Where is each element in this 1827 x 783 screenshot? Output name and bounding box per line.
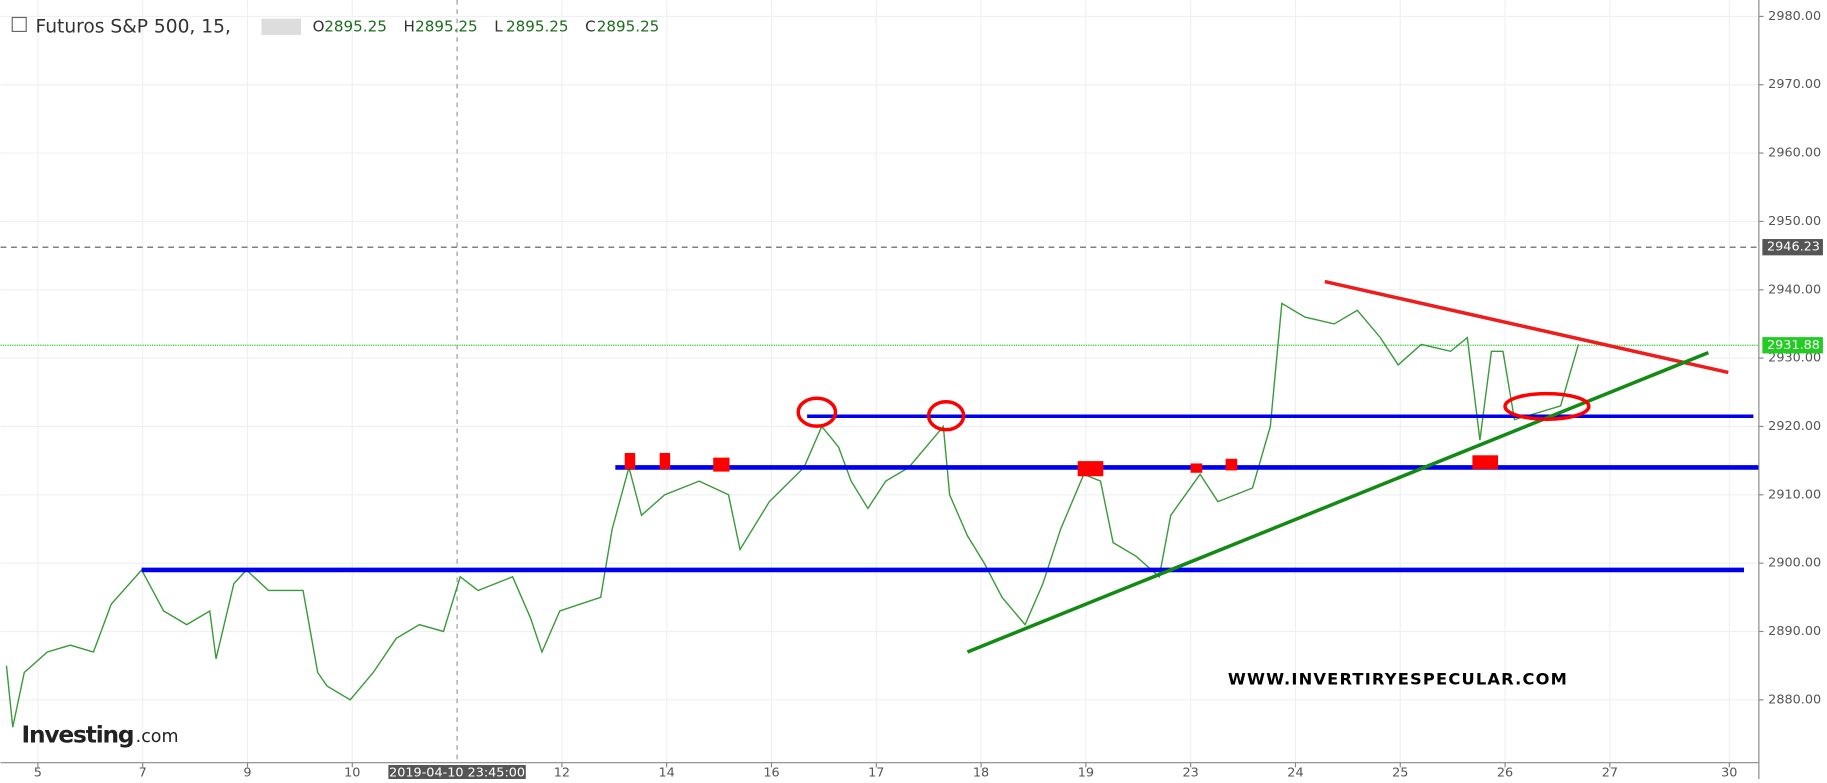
x-tick-label: 27 [1602,766,1618,779]
logo: Investing [22,721,134,748]
crosshair-label-box [388,765,526,782]
y-tick-label: 2940.00 [1768,282,1821,297]
price-label-box [1762,239,1823,256]
price-label: 2931.88 [1767,338,1820,353]
x-tick-label: 23 [1183,766,1199,779]
ohlc-key: H [403,17,414,35]
x-tick-label: 10 [344,766,360,779]
y-tick-label: 2950.00 [1768,214,1821,229]
y-tick-label: 2970.00 [1768,77,1821,92]
watermark: WWW.INVERTIRYESPECULAR.COM [1228,670,1568,689]
y-tick-label: 2960.00 [1768,146,1821,161]
x-tick-label: 17 [868,766,884,779]
x-tick-label: 30 [1721,766,1737,779]
crosshair-label: 2019-04-10 23:45:00 [389,766,525,779]
y-tick-label: 2910.00 [1768,487,1821,502]
x-tick-label: 5 [34,766,42,779]
y-tick-label: 2920.00 [1768,419,1821,434]
y-tick-label: 2930.00 [1768,351,1821,366]
x-tick-label: 19 [1078,766,1094,779]
price-label: 2946.23 [1767,240,1820,255]
trendline [1324,279,1729,375]
annotations [624,391,1591,477]
y-tick-label: 2900.00 [1768,556,1821,571]
chart-title: Futuros S&P 500, 15, [36,16,231,37]
x-tick-label: 18 [973,766,989,779]
ohlc-key: L [494,17,503,35]
x-tick-label: 7 [139,766,147,779]
x-tick-label: 9 [243,766,251,779]
ohlc-value: 2895.25 [415,17,478,35]
x-tick-label: 12 [554,766,570,779]
logo-suffix: .com [136,727,179,747]
ohlc-key: C [585,17,596,35]
x-tick-label: 25 [1392,766,1408,779]
ohlc-value: 2895.25 [324,17,387,35]
x-tick-label: 16 [763,766,779,779]
collapse-icon[interactable] [11,16,27,33]
x-tick-label: 14 [659,766,675,779]
axis-panel [1758,0,1827,779]
ohlc-value: 2895.25 [597,17,660,35]
y-tick-label: 2880.00 [1768,692,1821,707]
price-label-box [1762,337,1823,354]
ohlc-value: 2895.25 [506,17,569,35]
x-tick-label: 26 [1497,766,1513,779]
ohlc-key: O [313,17,325,35]
y-tick-label: 2890.00 [1768,624,1821,639]
x-tick-label: 24 [1287,766,1303,779]
y-tick-label: 2980.00 [1768,9,1821,24]
settings-icons[interactable] [261,18,302,35]
